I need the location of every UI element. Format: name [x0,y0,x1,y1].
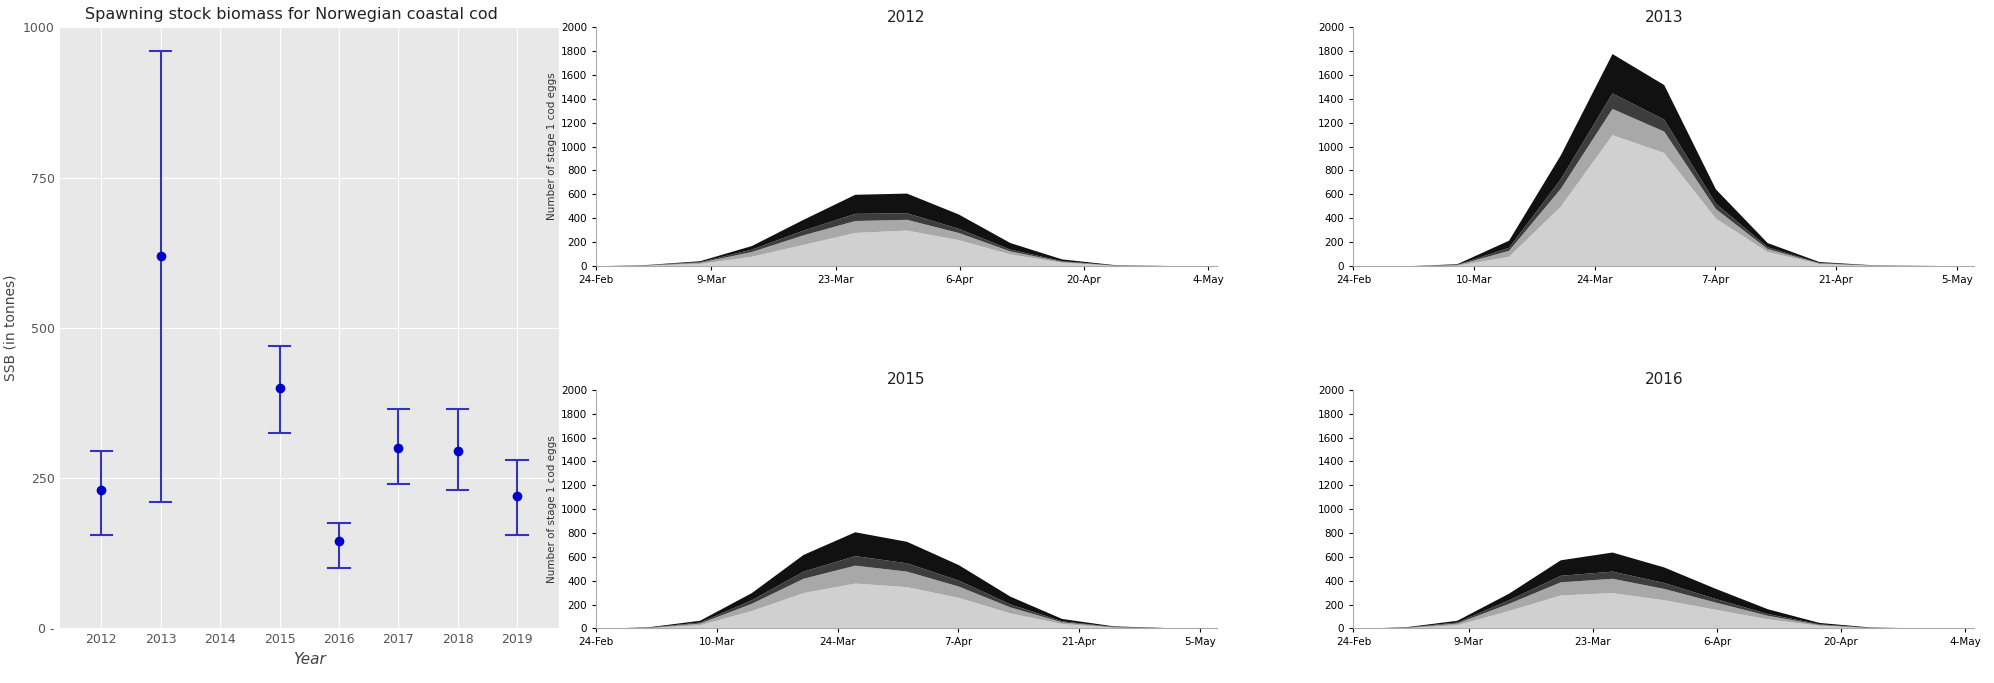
Y-axis label: Number of stage 1 cod eggs: Number of stage 1 cod eggs [546,435,556,583]
Title: 2013: 2013 [1645,10,1683,25]
Y-axis label: SSB (in tonnes): SSB (in tonnes) [4,275,18,381]
Title: 2016: 2016 [1645,372,1683,387]
Title: 2012: 2012 [887,10,925,25]
X-axis label: Year: Year [293,652,325,667]
Text: Spawning stock biomass for Norwegian coastal cod: Spawning stock biomass for Norwegian coa… [86,7,498,22]
Title: 2015: 2015 [887,372,925,387]
Y-axis label: Number of stage 1 cod eggs: Number of stage 1 cod eggs [546,72,556,221]
